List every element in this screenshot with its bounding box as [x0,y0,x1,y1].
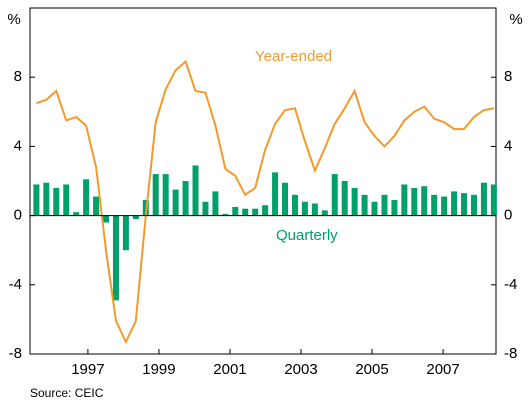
x-tick-label: 1999 [142,361,175,378]
bar [301,201,308,216]
bar [122,215,129,251]
bar-label: Quarterly [276,227,338,244]
x-tick-label: 1997 [71,361,104,378]
bar [381,194,388,216]
bar [321,210,328,216]
bar [73,212,80,216]
bar [262,205,269,216]
bar [480,182,487,216]
bar [451,191,458,216]
bar [311,203,318,216]
bar [272,172,279,216]
x-tick-label: 2007 [426,361,459,378]
bar [490,184,497,216]
bar [63,184,70,216]
bar [212,191,219,216]
y-tick-label: -8 [9,345,22,362]
bar [461,193,468,216]
bar [83,179,90,216]
bar [53,187,60,216]
bar [232,206,239,216]
bar [351,187,358,216]
bar [112,215,119,301]
bar [172,189,179,216]
bar [103,215,110,223]
bar [202,201,209,216]
bar [341,181,348,216]
y-tick-label: 4 [14,137,22,154]
bar [152,174,159,216]
y2-tick-label: 4 [504,137,512,154]
line-label: Year-ended [255,48,332,65]
bar [132,215,139,220]
bar [411,187,418,216]
y-unit-left: % [7,11,20,28]
bar [421,186,428,216]
y-tick-label: -4 [9,276,22,293]
bar [371,201,378,216]
bar [93,196,100,216]
bar [222,213,229,216]
x-tick-label: 2001 [213,361,246,378]
plot-frame [29,7,497,355]
x-tick-label: 2003 [284,361,317,378]
y2-tick-label: -8 [504,345,517,362]
source: Source: CEIC [30,386,104,400]
y-unit-right: % [509,11,522,28]
line [36,59,495,345]
y2-tick-label: -4 [504,276,517,293]
bar [33,184,40,216]
bar [391,200,398,216]
bar [331,174,338,216]
y-tick-label: 0 [14,207,22,224]
bar [252,208,259,216]
bar [43,182,50,216]
bar [282,182,289,216]
bar [441,196,448,216]
bar [162,174,169,216]
y2-tick-label: 0 [504,207,512,224]
bar [291,194,298,216]
bar [192,165,199,216]
bar [431,194,438,216]
y2-tick-label: 8 [504,68,512,85]
bar [242,208,249,216]
bar [361,194,368,216]
x-tick-label: 2005 [355,361,388,378]
bar [182,181,189,216]
bar [470,194,477,216]
bar [401,184,408,216]
y-tick-label: 8 [14,68,22,85]
